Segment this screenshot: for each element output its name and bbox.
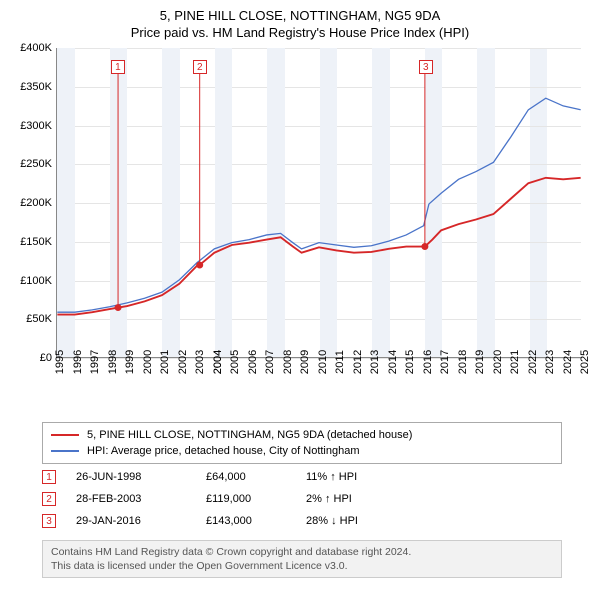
x-axis-label: 1996 [72,350,84,374]
x-axis-label: 2006 [247,350,259,374]
sale-marker-dot [421,243,428,250]
event-date: 28-FEB-2003 [76,493,206,505]
sale-event-row: 2 28-FEB-2003£119,0002% ↑ HPI [42,488,562,510]
x-axis-label: 2007 [264,350,276,374]
event-price: £64,000 [206,471,306,483]
sale-marker-dot [115,304,122,311]
x-axis-label: 2016 [422,350,434,374]
sale-event-row: 3 29-JAN-2016£143,00028% ↓ HPI [42,510,562,532]
x-axis-label: 2012 [352,350,364,374]
x-axis-label: 2025 [579,350,591,374]
x-axis-label: 2013 [369,350,381,374]
y-axis-label: £400K [20,42,52,54]
y-axis-label: £0 [40,352,52,364]
y-axis-label: £250K [20,158,52,170]
y-axis-label: £150K [20,236,52,248]
x-axis-label: 2021 [509,350,521,374]
event-price: £119,000 [206,493,306,505]
x-axis-label: 2023 [544,350,556,374]
sale-marker-dot [196,262,203,269]
legend-item: HPI: Average price, detached house, City… [51,443,553,459]
event-diff: 2% ↑ HPI [306,493,416,505]
event-price: £143,000 [206,515,306,527]
legend-label: HPI: Average price, detached house, City… [87,445,360,457]
event-marker: 3 [42,514,56,528]
x-axis-label: 2022 [527,350,539,374]
footer: Contains HM Land Registry data © Crown c… [42,540,562,578]
chart-lines [57,48,581,357]
y-axis-label: £300K [20,120,52,132]
event-marker: 1 [42,470,56,484]
sale-event-row: 1 26-JUN-1998£64,00011% ↑ HPI [42,466,562,488]
legend-item: 5, PINE HILL CLOSE, NOTTINGHAM, NG5 9DA … [51,427,553,443]
footer-line: This data is licensed under the Open Gov… [51,559,553,573]
y-axis-label: £100K [20,275,52,287]
sale-marker-number: 2 [193,60,207,74]
x-axis-label: 2017 [439,350,451,374]
event-diff: 28% ↓ HPI [306,515,416,527]
x-axis-label: 1995 [54,350,66,374]
y-axis-label: £200K [20,197,52,209]
x-axis-label: 2001 [159,350,171,374]
x-axis-label: 1998 [107,350,119,374]
x-axis-label: 2020 [492,350,504,374]
plot-area: 1 2 3 [56,48,581,358]
legend-label: 5, PINE HILL CLOSE, NOTTINGHAM, NG5 9DA … [87,429,412,441]
chart-title: 5, PINE HILL CLOSE, NOTTINGHAM, NG5 9DA [0,8,600,23]
x-axis-label: 2010 [317,350,329,374]
x-axis-label: 2000 [142,350,154,374]
chart-subtitle: Price paid vs. HM Land Registry's House … [0,25,600,40]
event-marker: 2 [42,492,56,506]
x-axis-label: 2018 [457,350,469,374]
event-diff: 11% ↑ HPI [306,471,416,483]
sale-marker-number: 3 [419,60,433,74]
chart: 1 2 3 £0 £50K £100K £150K £200K £250K £300K £350K… [8,48,592,418]
series-line [57,178,580,315]
x-axis-label: 2008 [282,350,294,374]
legend: 5, PINE HILL CLOSE, NOTTINGHAM, NG5 9DA … [42,422,562,464]
x-axis-label: 2024 [562,350,574,374]
x-axis-label: 2005 [229,350,241,374]
x-axis-label: 2009 [299,350,311,374]
x-axis-label: 1997 [89,350,101,374]
y-axis-label: £50K [26,313,52,325]
title-block: 5, PINE HILL CLOSE, NOTTINGHAM, NG5 9DA … [0,0,600,40]
sale-events: 1 26-JUN-1998£64,00011% ↑ HPI 2 28-FEB-2003… [42,466,562,532]
x-axis-label: 2019 [474,350,486,374]
event-date: 29-JAN-2016 [76,515,206,527]
sale-marker-number: 1 [111,60,125,74]
event-date: 26-JUN-1998 [76,471,206,483]
x-axis-label: 2003 [194,350,206,374]
legend-swatch [51,434,79,436]
x-axis-label: 2015 [404,350,416,374]
x-axis-label: 2011 [334,350,346,374]
x-axis-label: 1999 [124,350,136,374]
x-axis-label: 2002 [177,350,189,374]
x-axis-label: 2004 [212,350,224,374]
x-axis-label: 2014 [387,350,399,374]
footer-line: Contains HM Land Registry data © Crown c… [51,545,553,559]
y-axis-label: £350K [20,81,52,93]
legend-swatch [51,450,79,452]
